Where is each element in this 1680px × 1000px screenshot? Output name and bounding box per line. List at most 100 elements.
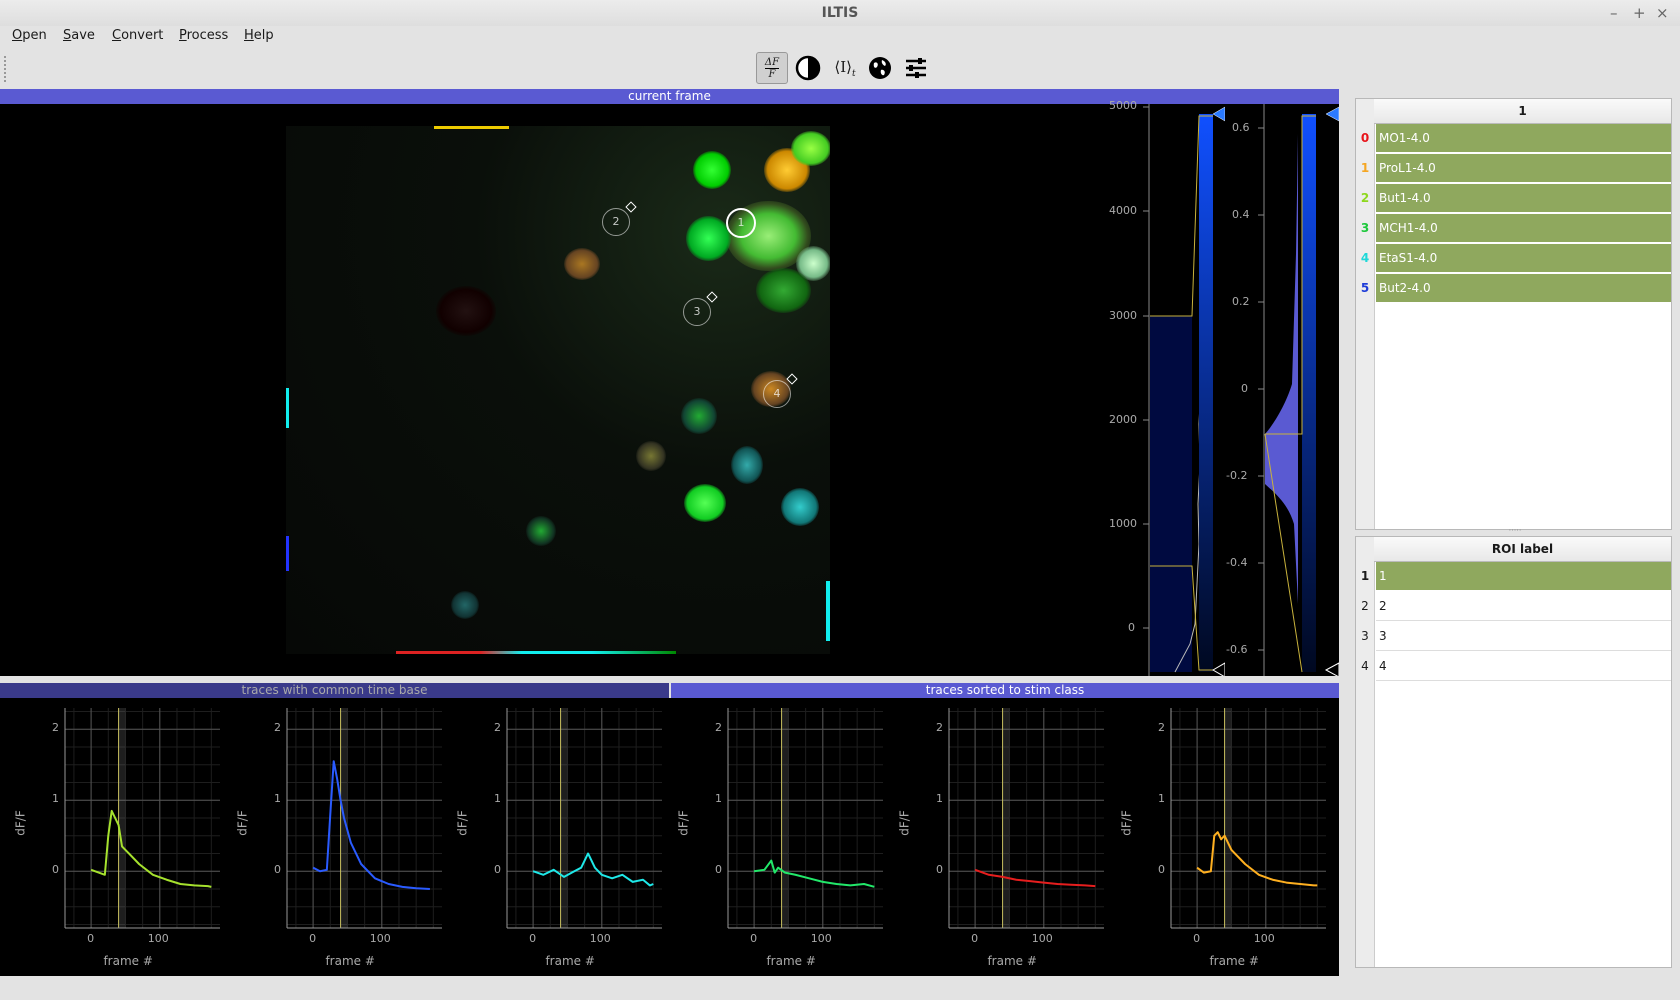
frame-edge-artifact	[826, 581, 830, 641]
minimize-icon[interactable]: –	[1610, 4, 1618, 22]
roi-row-index: 3	[1356, 622, 1374, 651]
dataset-index: 5	[1356, 274, 1374, 303]
trace-plot[interactable]: 2 1 0 0 100 frame # dF/F	[232, 706, 445, 976]
dataset-row[interactable]: 2 But1-4.0	[1356, 184, 1671, 213]
window-titlebar: ILTIS	[0, 0, 1680, 26]
y-tick-label: 0	[52, 863, 59, 877]
roi-row-index: 4	[1356, 652, 1374, 681]
dataset-label[interactable]: ProL1-4.0	[1376, 154, 1671, 183]
cell-blob	[526, 516, 556, 546]
y-tick-label: 1	[1158, 792, 1165, 806]
trace-line	[532, 852, 654, 887]
trace-plot[interactable]: 2 1 0 0 100 frame # dF/F	[10, 706, 223, 976]
hist1-tick: 0	[1128, 621, 1135, 634]
dataset-label[interactable]: MO1-4.0	[1376, 124, 1671, 153]
dff-denominator: F	[768, 68, 776, 80]
roi-circle[interactable]: 4	[763, 373, 798, 408]
cell-blob	[693, 151, 731, 189]
hist2-tick: -0.2	[1226, 469, 1248, 482]
y-tick-label: 2	[715, 721, 722, 735]
roi-column-header[interactable]: ROI label	[1374, 537, 1671, 562]
roi-label-cell[interactable]: 4	[1376, 652, 1671, 681]
x-tick-label: 0	[750, 932, 758, 945]
menu-save[interactable]: Save	[63, 28, 95, 43]
x-axis-label: frame #	[325, 954, 375, 968]
close-icon[interactable]: ×	[1656, 4, 1669, 22]
y-tick-label: 1	[274, 792, 281, 806]
dff-histogram[interactable]: 0.6 0.4 0.2 0 -0.2 -0.4 -0.6	[1226, 104, 1340, 678]
cell-blob	[636, 441, 666, 471]
hist2-tick: -0.4	[1226, 556, 1248, 569]
trace-plot-svg	[948, 708, 1107, 929]
hist2-tick: 0	[1241, 382, 1248, 395]
roi-row-index: 1	[1356, 562, 1374, 591]
sliders-icon[interactable]	[900, 52, 932, 84]
menu-convert[interactable]: Convert	[112, 28, 164, 43]
dataset-label[interactable]: EtaS1-4.0	[1376, 244, 1671, 273]
stimulus-band	[560, 708, 568, 928]
tab-sorted-stim-class[interactable]: traces sorted to stim class	[671, 683, 1339, 698]
x-tick-label: 0	[309, 932, 317, 945]
roi-label-cell[interactable]: 2	[1376, 592, 1671, 621]
cell-blob	[681, 398, 717, 434]
stimulus-band	[781, 708, 789, 928]
window-title: ILTIS	[821, 5, 859, 21]
datasets-table[interactable]: 1 0 MO1-4.0 1 ProL1-4.0 2 But1-4.0 3 MCH1-4.0 4 E…	[1355, 98, 1672, 530]
stimulus-band	[1002, 708, 1010, 928]
trace-plot-svg	[286, 708, 445, 929]
roi-circle[interactable]: 2	[602, 201, 637, 236]
roi-circle[interactable]: 3	[683, 291, 718, 326]
trace-plot[interactable]: 2 1 0 0 100 frame # dF/F	[673, 706, 886, 976]
x-tick-label: 0	[87, 932, 95, 945]
dataset-row[interactable]: 0 MO1-4.0	[1356, 124, 1671, 153]
x-axis-label: frame #	[545, 954, 595, 968]
dataset-index: 3	[1356, 214, 1374, 243]
contrast-icon[interactable]	[792, 52, 824, 84]
roi-label-cell[interactable]: 1	[1376, 562, 1671, 591]
vertical-splitter[interactable]	[0, 676, 1339, 683]
menu-process[interactable]: Process	[179, 28, 229, 43]
dataset-label[interactable]: But1-4.0	[1376, 184, 1671, 213]
fluorescence-frame[interactable]: 2 1 3 4	[286, 126, 830, 654]
roi-label: 4	[773, 387, 781, 400]
maximize-icon[interactable]: +	[1633, 4, 1646, 22]
dataset-label[interactable]: But2-4.0	[1376, 274, 1671, 303]
raw-histogram[interactable]: 5000 4000 3000 2000 1000 0	[1109, 99, 1226, 678]
trace-plot[interactable]: 2 1 0 0 100 frame # dF/F	[894, 706, 1107, 976]
cell-blob	[756, 268, 811, 313]
trace-plot[interactable]: 2 1 0 0 100 frame # dF/F	[1116, 706, 1329, 976]
y-tick-label: 2	[274, 721, 281, 735]
roi-label-cell[interactable]: 3	[1376, 622, 1671, 651]
dff-icon[interactable]: ΔF F	[756, 52, 788, 84]
tab-common-time-base[interactable]: traces with common time base	[0, 683, 669, 698]
hist2-tick: 0.4	[1232, 208, 1250, 221]
x-axis-label: frame #	[766, 954, 816, 968]
trace-plot[interactable]: 2 1 0 0 100 frame # dF/F	[452, 706, 665, 976]
dataset-index: 4	[1356, 244, 1374, 273]
dataset-label[interactable]: MCH1-4.0	[1376, 214, 1671, 243]
dataset-row[interactable]: 5 But2-4.0	[1356, 274, 1671, 303]
y-axis-label: dF/F	[676, 810, 691, 836]
datasets-column-header[interactable]: 1	[1374, 99, 1671, 124]
menu-open[interactable]: Open	[12, 28, 47, 43]
toolbar-grip[interactable]	[4, 56, 8, 82]
globe-icon[interactable]	[864, 52, 896, 84]
current-frame-header[interactable]: current frame	[0, 89, 1339, 104]
dataset-row[interactable]: 1 ProL1-4.0	[1356, 154, 1671, 183]
stimulus-band	[118, 708, 126, 928]
dataset-row[interactable]: 4 EtaS1-4.0	[1356, 244, 1671, 273]
y-axis-label: dF/F	[455, 810, 470, 836]
roi-circle-selected[interactable]: 1	[726, 208, 756, 238]
y-tick-label: 0	[715, 863, 722, 877]
y-tick-label: 0	[936, 863, 943, 877]
menu-help[interactable]: Help	[244, 28, 274, 43]
trace-line	[753, 859, 875, 888]
panel-splitter[interactable]: ·····	[1508, 526, 1522, 535]
mean-intensity-icon[interactable]: ⟨I⟩t	[829, 52, 861, 84]
dataset-row[interactable]: 3 MCH1-4.0	[1356, 214, 1671, 243]
